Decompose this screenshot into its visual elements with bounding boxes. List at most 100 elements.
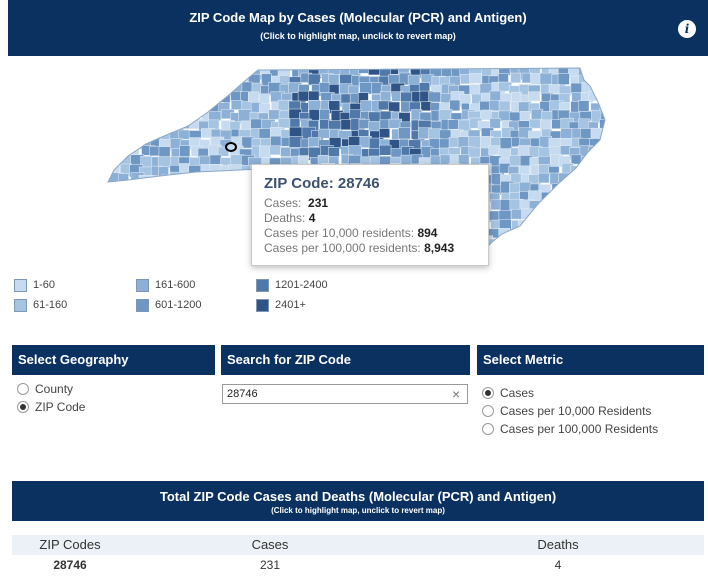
zip-region[interactable] <box>588 235 600 247</box>
zip-region[interactable] <box>149 235 162 249</box>
zip-region[interactable] <box>110 127 123 140</box>
zip-region[interactable] <box>601 201 610 215</box>
zip-region[interactable] <box>211 225 224 238</box>
zip-region[interactable] <box>217 208 231 218</box>
zip-region[interactable] <box>111 90 124 103</box>
zip-region[interactable] <box>528 254 542 266</box>
zip-region[interactable] <box>119 262 130 266</box>
zip-region[interactable] <box>491 173 502 186</box>
radio-circle[interactable] <box>17 401 29 413</box>
zip-region[interactable] <box>138 253 150 266</box>
zip-region[interactable] <box>159 112 171 125</box>
zip-region[interactable] <box>229 208 242 220</box>
zip-region[interactable] <box>178 110 190 124</box>
zip-region[interactable] <box>239 228 252 239</box>
zip-region[interactable] <box>160 66 172 79</box>
zip-region[interactable] <box>209 216 221 227</box>
zip-region[interactable] <box>601 129 610 140</box>
zip-region[interactable] <box>117 129 130 140</box>
zip-region[interactable] <box>468 147 481 158</box>
zip-region[interactable] <box>578 236 593 251</box>
zip-region[interactable] <box>188 100 201 114</box>
zip-region[interactable] <box>469 73 482 84</box>
zip-region[interactable] <box>328 147 340 158</box>
zip-region[interactable] <box>570 202 585 212</box>
zip-region[interactable] <box>248 91 260 104</box>
zip-region[interactable] <box>141 182 153 193</box>
zip-region[interactable] <box>539 201 551 214</box>
zip-region[interactable] <box>510 72 521 84</box>
zip-region[interactable] <box>170 263 180 266</box>
zip-region[interactable] <box>229 228 241 239</box>
zip-region[interactable] <box>231 173 245 187</box>
zip-region[interactable] <box>120 103 134 114</box>
zip-region[interactable] <box>268 109 281 120</box>
zip-region[interactable] <box>189 262 203 266</box>
zip-region[interactable] <box>570 211 584 224</box>
zip-region[interactable] <box>591 256 605 266</box>
zip-region[interactable] <box>109 66 124 76</box>
zip-region[interactable] <box>557 73 570 85</box>
zip-region[interactable] <box>168 226 181 238</box>
zip-region[interactable] <box>111 83 123 97</box>
zip-region[interactable] <box>109 139 123 150</box>
zip-region[interactable] <box>571 246 584 260</box>
zip-region[interactable] <box>199 220 212 232</box>
zip-region[interactable] <box>379 119 391 130</box>
zip-region[interactable] <box>131 129 145 141</box>
zip-region[interactable] <box>179 198 193 213</box>
zip-region[interactable] <box>600 263 610 266</box>
zip-region[interactable] <box>349 109 362 120</box>
zip-region[interactable] <box>199 74 214 87</box>
zip-region[interactable] <box>160 103 172 117</box>
zip-region[interactable] <box>548 84 560 94</box>
zip-region[interactable] <box>170 182 185 196</box>
zip-region[interactable] <box>229 262 242 266</box>
zip-region[interactable] <box>121 226 135 238</box>
zip-region[interactable] <box>108 253 121 264</box>
zip-region[interactable] <box>188 216 200 228</box>
zip-region[interactable] <box>561 256 576 266</box>
zip-region[interactable] <box>160 253 174 263</box>
zip-region[interactable] <box>549 235 564 249</box>
zip-region[interactable] <box>600 138 610 152</box>
zip-region[interactable] <box>551 225 566 237</box>
zip-region[interactable] <box>100 264 110 266</box>
zip-region[interactable] <box>488 253 502 264</box>
zip-region[interactable] <box>208 256 222 266</box>
zip-region[interactable] <box>101 127 113 138</box>
zip-region[interactable] <box>188 228 200 238</box>
zip-region[interactable] <box>508 155 522 167</box>
zip-region[interactable] <box>170 102 182 116</box>
zip-region[interactable] <box>111 183 123 194</box>
zip-region[interactable] <box>118 92 132 105</box>
zip-region[interactable] <box>179 235 192 245</box>
info-icon[interactable]: i <box>678 20 696 38</box>
zip-region[interactable] <box>179 255 191 266</box>
zip-region[interactable] <box>569 173 580 185</box>
zip-region[interactable] <box>428 91 441 103</box>
zip-region[interactable] <box>379 128 390 138</box>
zip-region[interactable] <box>598 147 610 161</box>
zip-region[interactable] <box>148 82 160 93</box>
zip-region[interactable] <box>531 229 545 240</box>
zip-region[interactable] <box>580 253 592 264</box>
zip-region[interactable] <box>129 263 142 266</box>
zip-region[interactable] <box>189 84 201 98</box>
zip-region[interactable] <box>599 234 610 247</box>
zip-region[interactable] <box>138 66 153 78</box>
zip-region[interactable] <box>231 66 244 77</box>
zip-region[interactable] <box>118 120 131 134</box>
zip-region[interactable] <box>100 183 114 197</box>
zip-region[interactable] <box>129 136 143 147</box>
zip-region[interactable] <box>589 225 602 236</box>
zip-region[interactable] <box>159 265 170 266</box>
zip-region[interactable] <box>140 99 155 111</box>
zip-region[interactable] <box>121 110 135 124</box>
zip-region[interactable] <box>140 90 154 101</box>
zip-region[interactable] <box>191 66 203 78</box>
zip-region[interactable] <box>561 219 573 234</box>
zip-region[interactable] <box>201 92 215 105</box>
zip-region[interactable] <box>581 229 593 241</box>
zip-region[interactable] <box>100 234 111 247</box>
